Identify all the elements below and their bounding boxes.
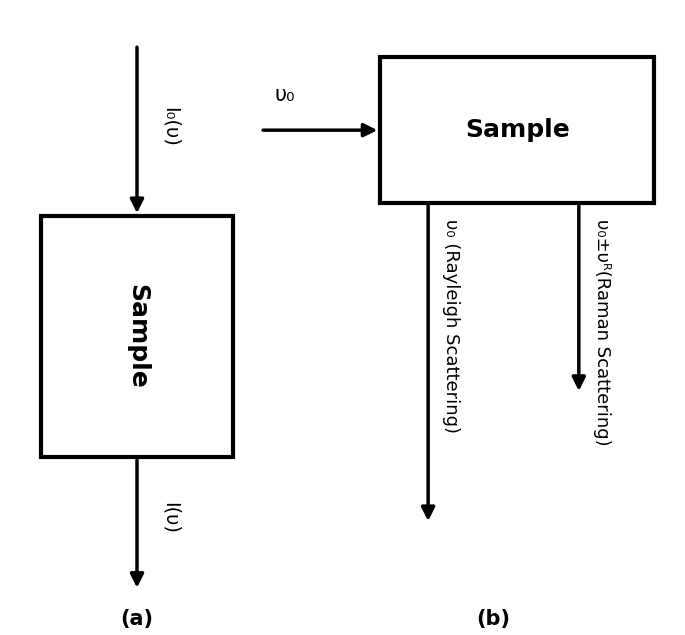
Text: I₀(υ): I₀(υ) <box>161 107 180 147</box>
Text: Sample: Sample <box>465 118 569 142</box>
Text: υ₀: υ₀ <box>274 85 295 105</box>
Text: Sample: Sample <box>125 284 149 389</box>
Text: (b): (b) <box>476 609 510 629</box>
Text: υ₀±υᴿ(Raman Scattering): υ₀±υᴿ(Raman Scattering) <box>593 219 610 446</box>
Text: υ₀ (Rayleigh Scattering): υ₀ (Rayleigh Scattering) <box>442 219 460 433</box>
Text: (a): (a) <box>121 609 153 629</box>
Bar <box>380 57 654 203</box>
Text: I(υ): I(υ) <box>161 502 180 533</box>
Bar <box>41 216 233 457</box>
